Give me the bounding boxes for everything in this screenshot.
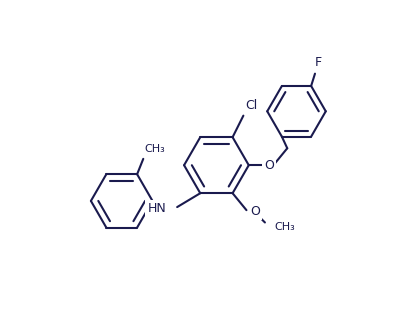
Text: O: O bbox=[264, 159, 274, 172]
Text: Cl: Cl bbox=[245, 99, 257, 112]
Text: O: O bbox=[250, 205, 260, 218]
Text: CH₃: CH₃ bbox=[145, 144, 166, 154]
Text: CH₃: CH₃ bbox=[274, 222, 295, 232]
Text: HN: HN bbox=[148, 202, 166, 215]
Text: F: F bbox=[315, 56, 322, 69]
